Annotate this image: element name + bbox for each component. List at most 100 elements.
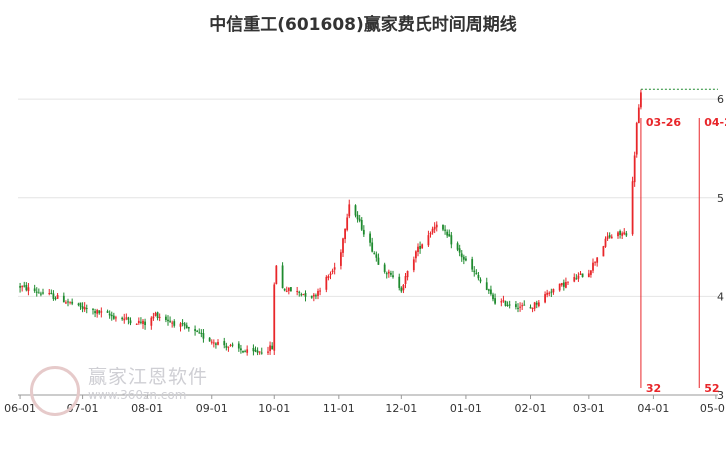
candle-body (202, 333, 205, 339)
candle-body (171, 322, 174, 324)
candle-body (577, 275, 580, 279)
candle-body (23, 285, 26, 287)
candle-body (610, 236, 613, 239)
candle-body (562, 282, 565, 287)
candle-body (458, 248, 461, 253)
candle-body (158, 316, 161, 319)
candle-body (42, 292, 44, 294)
x-tick-label: 06-01 (4, 402, 36, 415)
candle-body (215, 343, 217, 345)
candle-body (369, 233, 371, 243)
candle-body (140, 321, 142, 323)
candle-body (544, 294, 546, 303)
x-tick-label: 12-01 (385, 402, 417, 415)
candle-body (62, 295, 65, 303)
cycle-count-label: 32 (646, 382, 661, 395)
candle-body (581, 273, 584, 278)
candle-body (421, 244, 424, 249)
candle-body (210, 341, 213, 343)
candle-body (371, 242, 374, 252)
candle-body (640, 92, 642, 108)
y-tick-label: 3 (717, 389, 724, 402)
candle-body (37, 292, 40, 294)
candle-body (606, 236, 609, 239)
candle-body (25, 284, 28, 291)
candle-body (310, 295, 313, 298)
x-tick-label: 09-01 (196, 402, 228, 415)
candle-body (490, 289, 492, 295)
candle-body (242, 350, 244, 353)
candle-body (179, 323, 182, 327)
candle-body (596, 257, 599, 263)
y-tick-label: 5 (717, 192, 724, 205)
candle-body (623, 232, 626, 235)
candle-body (142, 320, 144, 324)
candle-body (450, 235, 453, 245)
candle-body (194, 329, 196, 331)
candle-body (152, 316, 155, 319)
candle-body (633, 155, 636, 183)
candle-body (173, 321, 176, 326)
candle-body (96, 310, 99, 314)
candles (19, 89, 642, 356)
candle-body (35, 291, 38, 293)
candle-body (94, 311, 96, 314)
candle-body (621, 233, 624, 236)
candle-body (300, 294, 303, 296)
cycle-date-label: 04-23 (704, 116, 726, 129)
candle-body (144, 321, 146, 326)
candle-body (444, 229, 446, 231)
candle-body (404, 276, 407, 285)
candle-body (65, 302, 67, 304)
candle-body (385, 273, 388, 275)
candle-body (19, 286, 21, 288)
candle-body (412, 259, 415, 271)
candle-body (619, 230, 621, 235)
candle-body (637, 107, 640, 124)
grid-lines (18, 98, 718, 396)
candle-body (342, 238, 344, 253)
candle-body (375, 254, 378, 258)
candle-body (52, 293, 55, 299)
candle-body (296, 291, 299, 293)
candle-body (258, 351, 261, 353)
candle-body (392, 275, 394, 278)
y-tick-label: 6 (717, 93, 724, 106)
candle-body (40, 293, 42, 295)
candle-body (427, 235, 430, 246)
candle-body (217, 341, 219, 345)
candle-body (354, 205, 357, 216)
candle-body (283, 288, 286, 291)
candle-body (185, 325, 188, 329)
candle-body (631, 181, 634, 235)
candle-body (477, 274, 480, 279)
candle-body (196, 330, 199, 332)
cycle-markers: 03-26 32 04-23 52 (640, 88, 726, 395)
candle-body (81, 306, 84, 309)
candle-body (156, 312, 159, 318)
candle-body (592, 262, 594, 271)
candle-body (390, 272, 392, 275)
candle-body (227, 346, 230, 348)
x-tick-label: 08-01 (131, 402, 163, 415)
candle-body (167, 319, 169, 322)
candle-body (500, 301, 503, 303)
candle-body (475, 272, 478, 275)
candle-body (290, 287, 292, 292)
candle-body (115, 317, 117, 319)
candle-body (108, 313, 111, 316)
candle-body (183, 323, 186, 326)
candle-body (150, 317, 153, 326)
candle-body (329, 273, 332, 276)
candle-body (473, 270, 476, 273)
candle-body (433, 226, 436, 230)
cycle-count-label: 52 (704, 382, 719, 395)
candle-body (254, 349, 257, 352)
candle-body (431, 228, 434, 233)
candle-body (487, 289, 490, 291)
x-tick-label: 02-01 (515, 402, 547, 415)
candle-body (83, 307, 86, 310)
axes: 3 4 5 6 06-01 07-01 08-01 09-01 10-01 11-01 12-01 0… (4, 93, 726, 415)
candle-body (504, 300, 507, 306)
candle-body (560, 282, 563, 286)
